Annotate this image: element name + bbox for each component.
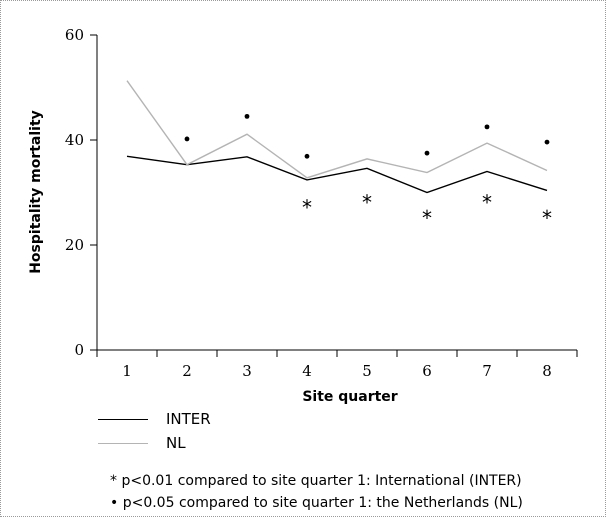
star-marker: * [542,206,552,230]
legend-label-inter: INTER [166,410,211,428]
y-tick-label: 20 [65,236,84,254]
dot-marker [184,136,190,142]
legend-item-inter: INTER [98,407,211,431]
legend-item-nl: NL [98,431,211,455]
chart-legend: INTER NL [98,407,211,455]
y-axis-title: Hospitality mortality [28,110,44,274]
x-tick-label: 4 [302,362,312,380]
star-marker: * [362,190,372,214]
series-line-nl [126,80,548,179]
dot-marker [544,139,550,145]
chart-axes: 0 20 40 60 1 2 3 4 5 6 7 8 [65,26,578,380]
y-tick-label: 0 [74,341,84,359]
legend-label-nl: NL [166,434,186,452]
x-axis-title: Site quarter [302,389,397,405]
x-tick-label: 1 [122,362,132,380]
dot-marker [484,124,490,130]
x-tick-label: 2 [182,362,192,380]
star-marker: * [302,196,312,220]
series-layer [126,80,548,194]
significance-markers: * * * * * [184,113,552,230]
dot-marker [244,113,250,119]
y-tick-label: 40 [65,131,84,149]
star-marker: * [482,190,492,214]
footnote-dot: • p<0.05 compared to site quarter 1: the… [110,495,523,511]
x-tick-label: 5 [362,362,372,380]
x-tick-label: 8 [542,362,552,380]
legend-swatch-inter [98,418,148,420]
dot-marker [424,150,430,156]
footnote-star: * p<0.01 compared to site quarter 1: Int… [110,473,522,489]
dot-marker [304,153,310,159]
x-tick-label: 3 [242,362,252,380]
legend-swatch-nl [98,442,148,444]
series-line-inter [126,155,548,194]
star-marker: * [422,206,432,230]
y-tick-label: 60 [65,26,84,44]
x-tick-label: 7 [482,362,492,380]
x-tick-label: 6 [422,362,432,380]
footnotes: * p<0.01 compared to site quarter 1: Int… [110,470,523,514]
